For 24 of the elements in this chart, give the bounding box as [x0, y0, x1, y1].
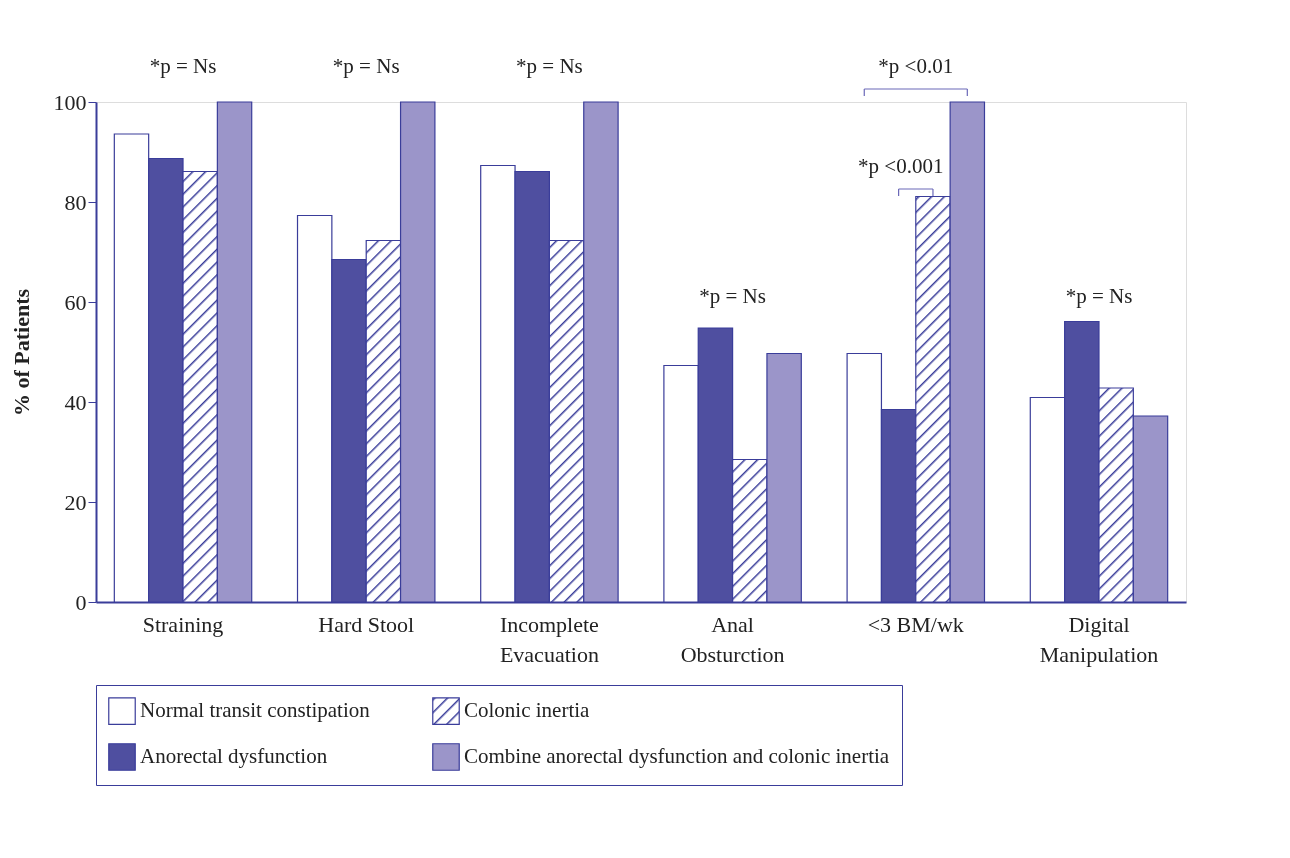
text: *p = Ns — [332, 54, 400, 78]
y-tick-label: 100 — [53, 89, 87, 115]
legend-label: Colonic inertia — [464, 698, 591, 723]
x-tick-label: Digital Manipulation — [1039, 611, 1159, 667]
legend-label: Anorectal dysfunction — [140, 744, 328, 768]
text: *p <0.01 — [878, 54, 954, 78]
y-tick-label: 40 — [64, 389, 87, 415]
y-tick-label: 80 — [64, 189, 87, 215]
x-tick-label: Incomplete Evacuation — [499, 611, 599, 667]
legend-label: Combine anorectal dysfunction and colonic inertia — [464, 744, 890, 768]
x-tick-label: <3 BM/wk — [867, 611, 964, 637]
y-tick-label: 0 — [75, 589, 87, 615]
annotation: *p = Ns — [699, 284, 766, 308]
y-tick-label: 20 — [64, 489, 87, 515]
y-axis-title: % of Patients — [8, 288, 34, 417]
x-tick-label: Anal Obsturction — [680, 611, 785, 667]
x-tick-label: Hard Stool — [318, 611, 415, 637]
annotation: *p <0.001 — [858, 154, 944, 178]
y-tick-label: 60 — [64, 289, 87, 315]
legend-label: Normal transit constipation — [140, 698, 371, 723]
x-tick-label: Straining — [142, 611, 224, 637]
text: *p = Ns — [149, 54, 217, 78]
annotation: *p = Ns — [1065, 284, 1133, 308]
text: *p = Ns — [516, 54, 583, 78]
